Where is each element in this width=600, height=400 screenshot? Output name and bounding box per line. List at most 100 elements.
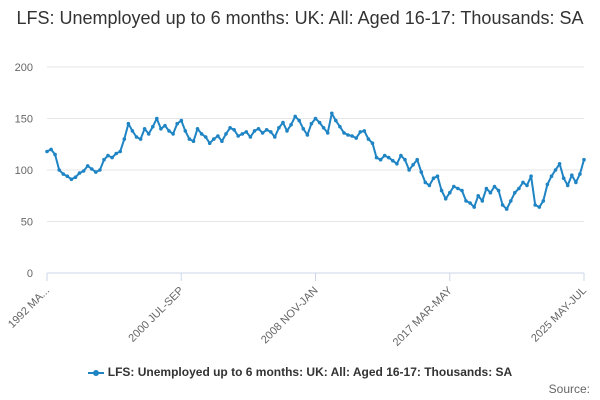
data-point[interactable]: [419, 170, 424, 174]
data-point[interactable]: [236, 134, 240, 138]
data-point[interactable]: [553, 168, 558, 172]
data-point[interactable]: [244, 130, 249, 134]
data-point[interactable]: [582, 157, 586, 162]
data-point[interactable]: [386, 155, 391, 160]
data-point[interactable]: [342, 131, 346, 135]
data-point[interactable]: [203, 135, 208, 139]
data-point[interactable]: [533, 203, 537, 207]
data-point[interactable]: [427, 183, 432, 188]
data-point[interactable]: [500, 203, 505, 207]
data-point[interactable]: [102, 157, 106, 162]
data-point[interactable]: [293, 114, 298, 119]
data-point[interactable]: [138, 137, 143, 141]
data-point[interactable]: [73, 175, 78, 179]
data-point[interactable]: [98, 168, 102, 172]
data-point[interactable]: [90, 167, 94, 171]
data-point[interactable]: [574, 180, 578, 185]
data-point[interactable]: [309, 121, 314, 126]
data-point[interactable]: [61, 172, 66, 176]
data-point[interactable]: [561, 176, 566, 180]
data-point[interactable]: [484, 186, 489, 191]
data-point[interactable]: [220, 139, 224, 143]
data-point[interactable]: [273, 135, 277, 139]
data-point[interactable]: [557, 162, 562, 166]
data-point[interactable]: [163, 123, 167, 128]
data-point[interactable]: [228, 126, 232, 130]
data-point[interactable]: [346, 133, 350, 137]
data-point[interactable]: [443, 197, 448, 201]
data-point[interactable]: [65, 174, 70, 178]
data-point[interactable]: [403, 157, 407, 162]
data-point[interactable]: [195, 127, 200, 131]
data-point[interactable]: [171, 132, 175, 136]
data-point[interactable]: [541, 199, 546, 203]
data-point[interactable]: [301, 127, 306, 131]
data-point[interactable]: [260, 131, 265, 135]
data-point[interactable]: [130, 129, 135, 133]
data-point[interactable]: [325, 131, 330, 135]
data-point[interactable]: [407, 168, 411, 172]
data-point[interactable]: [167, 129, 171, 133]
data-point[interactable]: [285, 129, 289, 133]
data-point[interactable]: [431, 176, 436, 180]
data-point[interactable]: [492, 184, 497, 189]
data-point[interactable]: [488, 190, 493, 195]
data-point[interactable]: [570, 173, 574, 177]
data-point[interactable]: [354, 136, 359, 140]
data-point[interactable]: [468, 201, 472, 205]
data-point[interactable]: [122, 137, 127, 141]
data-point[interactable]: [114, 151, 118, 156]
data-point[interactable]: [504, 207, 509, 211]
data-point[interactable]: [565, 183, 570, 188]
data-point[interactable]: [435, 174, 440, 178]
data-point[interactable]: [358, 130, 363, 134]
data-point[interactable]: [69, 177, 74, 182]
data-point[interactable]: [350, 134, 354, 138]
data-point[interactable]: [142, 127, 147, 131]
data-point[interactable]: [281, 120, 285, 125]
data-point[interactable]: [330, 111, 334, 116]
data-point[interactable]: [509, 199, 513, 203]
data-point[interactable]: [321, 126, 326, 130]
data-point[interactable]: [317, 120, 322, 125]
data-point[interactable]: [183, 129, 188, 133]
data-point[interactable]: [216, 134, 220, 138]
data-point[interactable]: [399, 153, 403, 158]
data-point[interactable]: [513, 190, 517, 195]
data-point[interactable]: [439, 188, 444, 193]
data-point[interactable]: [423, 180, 428, 185]
data-point[interactable]: [549, 174, 554, 178]
data-point[interactable]: [289, 122, 293, 127]
data-point[interactable]: [411, 163, 415, 167]
data-point[interactable]: [370, 141, 375, 145]
data-point[interactable]: [521, 180, 525, 185]
data-point[interactable]: [391, 158, 395, 163]
data-point[interactable]: [305, 133, 310, 137]
data-point[interactable]: [191, 139, 196, 143]
data-point[interactable]: [366, 137, 371, 141]
data-point[interactable]: [85, 164, 90, 168]
data-point[interactable]: [277, 126, 281, 130]
data-point[interactable]: [578, 172, 582, 176]
data-point[interactable]: [264, 128, 269, 132]
data-point[interactable]: [252, 129, 257, 133]
data-point[interactable]: [313, 116, 318, 121]
data-point[interactable]: [248, 135, 253, 139]
data-point[interactable]: [57, 168, 61, 172]
data-point[interactable]: [45, 149, 49, 154]
data-point[interactable]: [297, 118, 302, 123]
data-point[interactable]: [460, 188, 464, 193]
data-point[interactable]: [334, 118, 338, 123]
data-point[interactable]: [537, 205, 542, 209]
data-point[interactable]: [517, 186, 521, 191]
data-point[interactable]: [94, 170, 98, 174]
data-point[interactable]: [187, 137, 192, 141]
data-point[interactable]: [175, 121, 179, 126]
legend[interactable]: LFS: Unemployed up to 6 months: UK: All:…: [0, 365, 600, 379]
data-point[interactable]: [464, 199, 468, 203]
data-point[interactable]: [362, 129, 367, 133]
data-point[interactable]: [452, 184, 456, 189]
data-point[interactable]: [269, 130, 273, 134]
data-point[interactable]: [256, 127, 261, 131]
data-point[interactable]: [134, 135, 139, 139]
